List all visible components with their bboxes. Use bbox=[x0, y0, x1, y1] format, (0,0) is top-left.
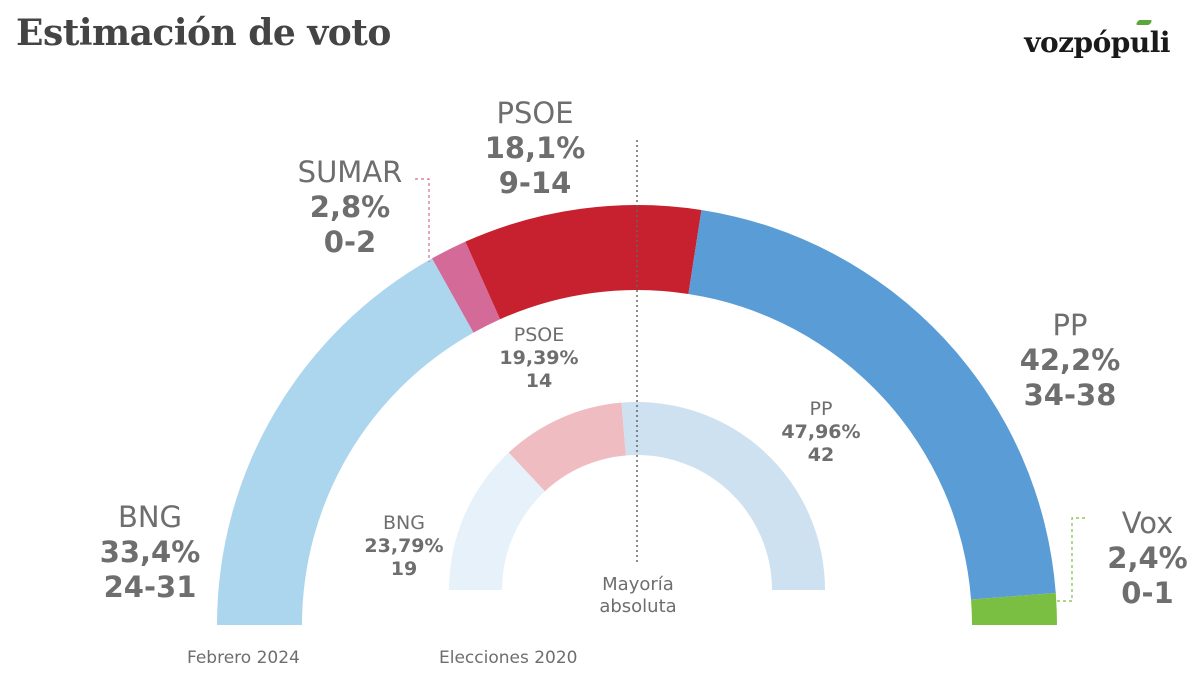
label-inner-pp: PP 47,96% 42 bbox=[778, 398, 864, 466]
party-name: PP bbox=[1052, 308, 1088, 342]
seats: 19 bbox=[390, 557, 418, 580]
party-name: Vox bbox=[1121, 506, 1174, 540]
footer-label-2020: Elecciones 2020 bbox=[439, 648, 578, 668]
inner-segment-psoe bbox=[508, 402, 626, 492]
outer-segment-vox bbox=[971, 593, 1057, 625]
vote-share: 2,4% bbox=[1107, 540, 1188, 575]
seat-range: 24-31 bbox=[103, 569, 197, 604]
label-outer-vox: Vox 2,4% 0-1 bbox=[1100, 506, 1195, 610]
seat-range: 34-38 bbox=[1023, 377, 1117, 412]
vote-share: 19,39% bbox=[499, 346, 579, 369]
footer-label-2024: Febrero 2024 bbox=[187, 648, 300, 668]
seats: 14 bbox=[525, 369, 553, 392]
label-inner-psoe: PSOE 19,39% 14 bbox=[496, 324, 582, 392]
seat-range: 9-14 bbox=[498, 165, 572, 200]
vote-share: 33,4% bbox=[99, 534, 201, 569]
label-outer-pp: PP 42,2% 34-38 bbox=[1010, 308, 1130, 412]
party-name: BNG bbox=[117, 500, 183, 534]
seat-range: 0-1 bbox=[1121, 575, 1174, 610]
label-outer-psoe: PSOE 18,1% 9-14 bbox=[470, 96, 600, 200]
vote-share: 18,1% bbox=[484, 130, 586, 165]
label-inner-bng: BNG 23,79% 19 bbox=[362, 512, 446, 580]
party-name: PP bbox=[809, 398, 833, 420]
seat-range: 0-2 bbox=[323, 224, 377, 259]
party-name: SUMAR bbox=[297, 155, 403, 189]
outer-segment-sumar bbox=[432, 241, 501, 333]
vote-share: 23,79% bbox=[364, 534, 444, 557]
logo-text: vozpópuli bbox=[1024, 26, 1170, 59]
sumar-leader-line bbox=[415, 178, 430, 262]
party-name: PSOE bbox=[496, 96, 574, 130]
vote-share: 2,8% bbox=[309, 189, 391, 224]
seats: 42 bbox=[807, 443, 835, 466]
vote-share: 42,2% bbox=[1019, 342, 1121, 377]
vox-leader-line bbox=[1057, 517, 1085, 602]
outer-segment-psoe bbox=[465, 205, 702, 320]
chart-title: Estimación de voto bbox=[16, 12, 391, 54]
outer-segment-pp bbox=[688, 209, 1056, 600]
majority-line2: absoluta bbox=[599, 595, 677, 617]
party-name: PSOE bbox=[513, 324, 565, 346]
inner-segment-bng bbox=[449, 452, 545, 590]
majority-label: Mayoría absoluta bbox=[580, 574, 696, 617]
majority-line1: Mayoría bbox=[602, 574, 674, 595]
outer-segment-bng bbox=[217, 258, 474, 625]
label-outer-sumar: SUMAR 2,8% 0-2 bbox=[285, 155, 415, 259]
vozpopuli-logo: vozpópuli bbox=[1024, 20, 1170, 59]
vote-share: 47,96% bbox=[781, 420, 861, 443]
party-name: BNG bbox=[383, 512, 425, 534]
inner-segment-pp bbox=[621, 401, 825, 590]
label-outer-bng: BNG 33,4% 24-31 bbox=[95, 500, 205, 604]
